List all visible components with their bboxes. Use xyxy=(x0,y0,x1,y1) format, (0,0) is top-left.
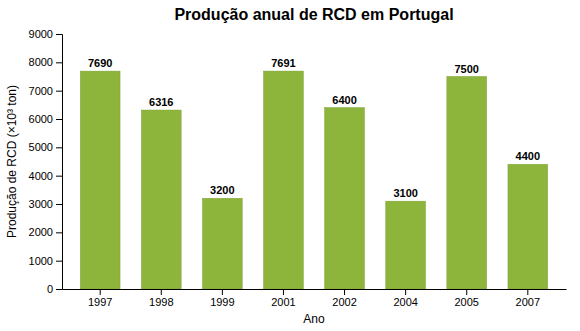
y-tick-label: 9000 xyxy=(29,28,53,40)
bar xyxy=(386,201,426,289)
y-tick-mark xyxy=(56,232,62,233)
x-axis-line xyxy=(63,289,567,290)
bar xyxy=(264,71,304,289)
x-tick-mark xyxy=(527,289,528,295)
y-tick: 2000 xyxy=(29,226,62,238)
y-tick-mark xyxy=(56,176,62,177)
y-tick-mark xyxy=(56,119,62,120)
x-tick: 1999 xyxy=(210,289,234,308)
x-tick-mark xyxy=(100,289,101,295)
y-tick: 4000 xyxy=(29,170,62,182)
y-tick-label: 3000 xyxy=(29,198,53,210)
x-tick-mark xyxy=(283,289,284,295)
y-tick-mark xyxy=(56,204,62,205)
y-axis: 0 1000 2000 3000 4000 5000 6000 7000 8000 9000 xyxy=(29,28,63,295)
y-tick-mark xyxy=(56,34,62,35)
y-axis-title: Produção de RCD (×10³ ton) xyxy=(5,85,19,238)
y-tick-label: 6000 xyxy=(29,113,53,125)
x-axis-title: Ano xyxy=(303,312,325,326)
bar xyxy=(141,110,181,289)
bar xyxy=(80,71,120,289)
data-label: 3100 xyxy=(393,187,417,199)
x-axis: 1997 1998 1999 2001 2002 2004 2005 2007 xyxy=(63,289,567,308)
x-tick: 2004 xyxy=(393,289,417,308)
y-tick-mark xyxy=(56,261,62,262)
x-tick-label: 2002 xyxy=(332,296,356,308)
bar xyxy=(203,198,243,289)
data-label: 4400 xyxy=(516,150,540,162)
data-label: 6400 xyxy=(332,94,356,106)
y-tick: 8000 xyxy=(29,56,62,68)
y-tick: 0 xyxy=(47,283,62,295)
x-tick: 2005 xyxy=(454,289,478,308)
data-label: 6316 xyxy=(149,96,173,108)
title: Produção anual de RCD em Portugal xyxy=(174,6,453,23)
x-tick-mark xyxy=(405,289,406,295)
x-tick: 2007 xyxy=(516,289,540,308)
data-label: 7500 xyxy=(454,63,478,75)
x-tick-label: 2007 xyxy=(516,296,540,308)
bars xyxy=(80,71,547,289)
y-tick-mark xyxy=(56,62,62,63)
x-tick: 2001 xyxy=(271,289,295,308)
x-tick: 1998 xyxy=(149,289,173,308)
bar xyxy=(508,164,548,289)
y-tick: 3000 xyxy=(29,198,62,210)
x-tick-label: 2005 xyxy=(454,296,478,308)
data-labels: 7690 6316 3200 7691 6400 3100 7500 4400 xyxy=(88,57,540,199)
data-label: 3200 xyxy=(210,184,234,196)
y-tick-mark xyxy=(56,91,62,92)
y-tick-label: 1000 xyxy=(29,255,53,267)
x-tick: 1997 xyxy=(88,289,112,308)
y-tick-mark xyxy=(56,289,62,290)
y-tick-label: 8000 xyxy=(29,56,53,68)
data-label: 7691 xyxy=(271,57,295,69)
x-tick-label: 2004 xyxy=(393,296,417,308)
y-tick: 6000 xyxy=(29,113,62,125)
x-tick: 2002 xyxy=(332,289,356,308)
y-tick-label: 0 xyxy=(47,283,53,295)
y-tick-label: 5000 xyxy=(29,141,53,153)
plot-area: 7690 6316 3200 7691 6400 3100 7500 4400 1997 1998… xyxy=(29,28,567,308)
data-label: 7690 xyxy=(88,57,112,69)
x-tick-label: 1998 xyxy=(149,296,173,308)
y-tick: 1000 xyxy=(29,255,62,267)
y-tick: 7000 xyxy=(29,85,62,97)
chart: 7690 6316 3200 7691 6400 3100 7500 4400 1997 1998… xyxy=(0,0,580,331)
x-tick-label: 1997 xyxy=(88,296,112,308)
x-tick-label: 2001 xyxy=(271,296,295,308)
bar xyxy=(325,108,365,289)
y-tick-label: 2000 xyxy=(29,226,53,238)
y-axis-line xyxy=(56,35,63,290)
x-tick-label: 1999 xyxy=(210,296,234,308)
y-tick-label: 4000 xyxy=(29,170,53,182)
y-tick-mark xyxy=(56,147,62,148)
x-tick-mark xyxy=(222,289,223,295)
y-tick: 9000 xyxy=(29,28,62,40)
y-tick-label: 7000 xyxy=(29,85,53,97)
x-tick-mark xyxy=(466,289,467,295)
x-tick-mark xyxy=(344,289,345,295)
bar xyxy=(447,77,487,290)
y-tick: 5000 xyxy=(29,141,62,153)
x-tick-mark xyxy=(161,289,162,295)
